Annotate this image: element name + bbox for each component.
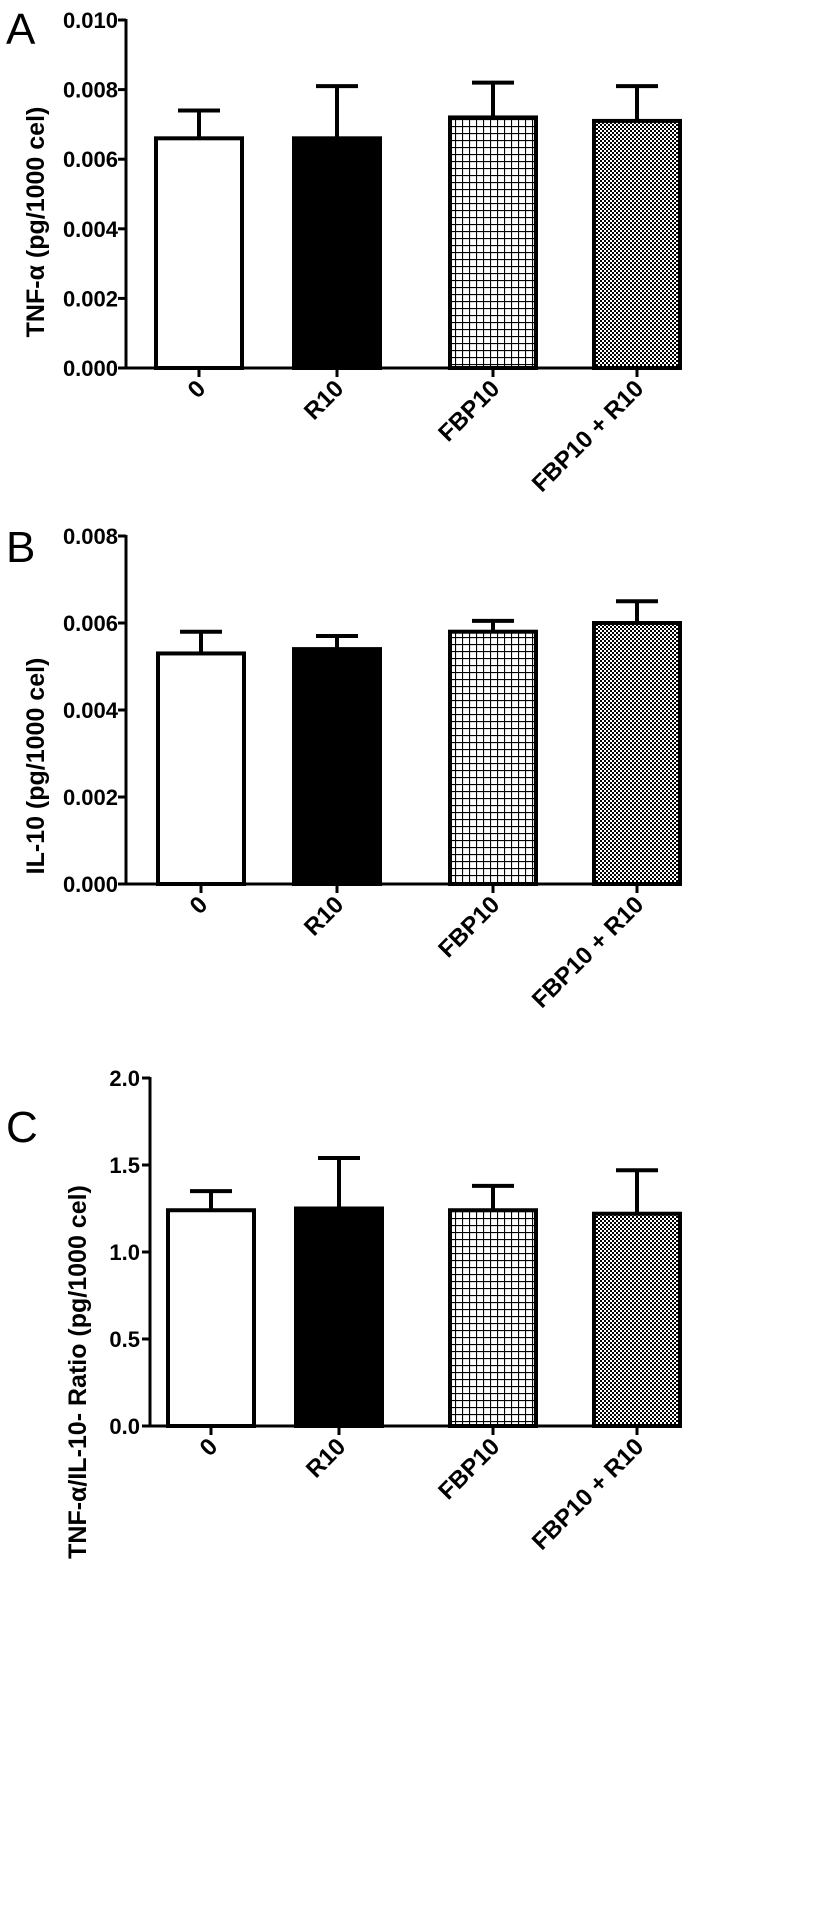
bar: [154, 136, 244, 370]
y-tick-label: 0.008: [63, 78, 118, 103]
x-tick-label: FBP10 + R10: [527, 375, 649, 497]
bar: [292, 647, 382, 886]
x-tick-label: FBP10 + R10: [527, 891, 649, 1013]
y-tick-label: 0.008: [63, 524, 118, 549]
plot-area: 0.0 0.5 1.0 1.5 2.0 0 R10 FBP10 FBP10 + R10: [109, 1066, 682, 1556]
x-tick-label: R10: [301, 1433, 351, 1483]
y-tick-label: 0.002: [63, 286, 118, 311]
panel-a: A TNF-α (pg/1000 cel) 0.0000.0020.0040.0…: [6, 5, 682, 498]
y-tick-label: 0.006: [63, 147, 118, 172]
y-tick-label: 0.000: [63, 872, 118, 897]
bar: [448, 1208, 538, 1428]
plot-area: 0.000 0.002 0.004 0.006 0.008 0.010 0 R10 FBP10 F…: [63, 8, 682, 498]
bar: [448, 629, 538, 887]
plot-area: 0.000 0.002 0.004 0.006 0.008 0 R10 FBP10 FBP10 …: [63, 524, 682, 1014]
bar: [294, 1206, 384, 1428]
y-axis-label: TNF-α (pg/1000 cel): [22, 107, 50, 338]
y-tick-label: 0.004: [63, 698, 119, 723]
y-tick-label: 0.000: [63, 356, 118, 381]
panel-c: C TNF-α/IL-10- Ratio (pg/1000 cel) 0.00.…: [6, 1066, 682, 1559]
x-tick-label: FBP10: [433, 891, 505, 963]
x-tick-label: 0: [183, 375, 212, 404]
bar: [592, 118, 682, 370]
y-tick-label: 0.004: [63, 217, 119, 242]
y-tick-label: 1.5: [109, 1153, 140, 1178]
x-tick-label: 0: [195, 1433, 224, 1462]
y-tick-label: 2.0: [109, 1066, 140, 1091]
panel-letter: A: [6, 5, 36, 54]
y-tick-label: 0.010: [63, 8, 118, 33]
y-tick-label: 0.006: [63, 611, 118, 636]
bar: [592, 1211, 682, 1428]
x-tick-label: R10: [299, 891, 349, 941]
x-tick-label: FBP10: [433, 375, 505, 447]
bar: [592, 621, 682, 886]
y-tick-label: 0.002: [63, 785, 118, 810]
y-tick-label: 1.0: [109, 1240, 140, 1265]
panel-letter: B: [6, 523, 35, 572]
panel-b: B IL-10 (pg/1000 cel) 0.0000.0020.0040.0…: [6, 523, 682, 1014]
y-tick-label: 0.0: [109, 1414, 140, 1439]
bar: [166, 1208, 256, 1428]
x-tick-label: FBP10 + R10: [527, 1433, 649, 1555]
y-axis-label: TNF-α/IL-10- Ratio (pg/1000 cel): [64, 1185, 92, 1559]
bar: [448, 115, 538, 370]
x-tick-label: 0: [185, 891, 214, 920]
x-tick-label: R10: [299, 375, 349, 425]
y-axis-label: IL-10 (pg/1000 cel): [22, 658, 50, 875]
bar: [292, 136, 382, 370]
x-tick-label: FBP10: [433, 1433, 505, 1505]
bar: [156, 651, 246, 887]
panel-letter: C: [6, 1103, 38, 1152]
y-tick-label: 0.5: [109, 1327, 140, 1352]
